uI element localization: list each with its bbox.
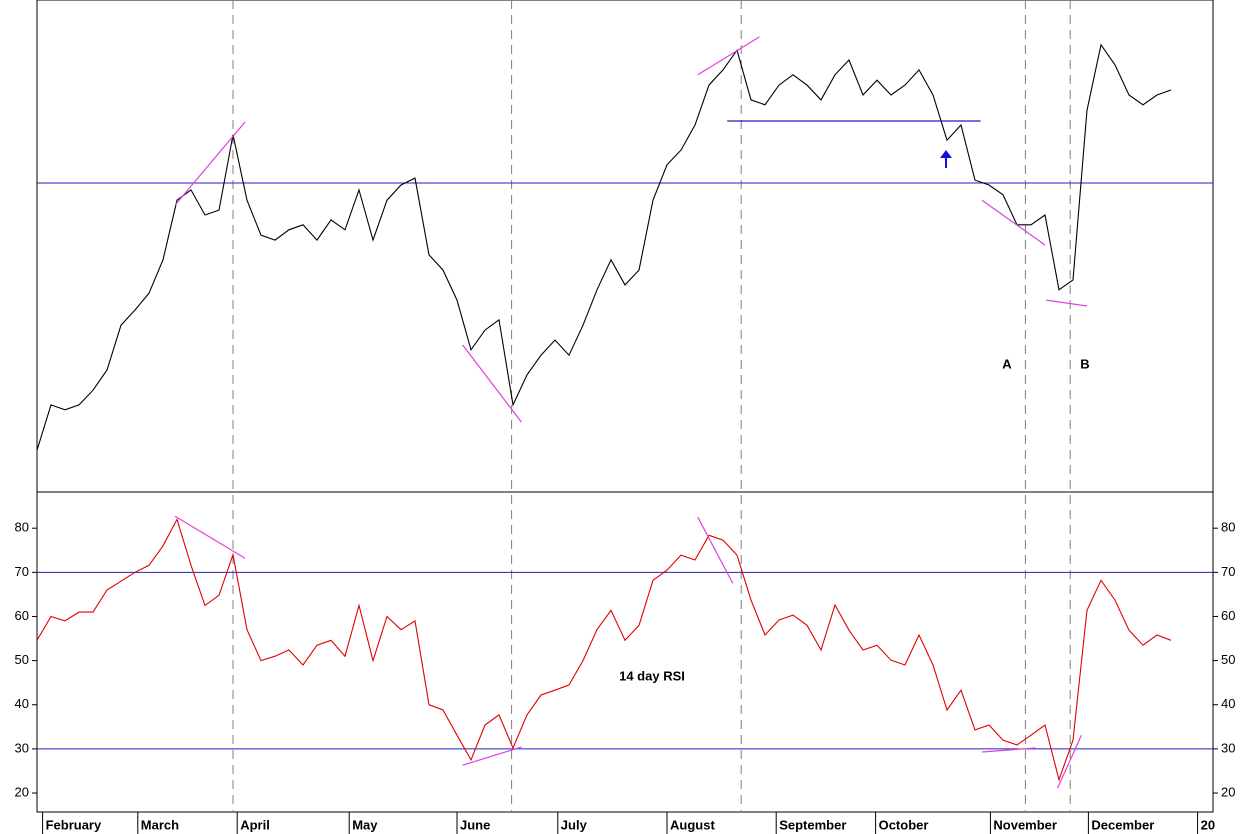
annotation: A — [1002, 356, 1012, 371]
trend-line — [1046, 299, 1088, 307]
y-tick-label: 70 — [15, 564, 29, 579]
trend-line — [462, 344, 522, 423]
x-tick-label: June — [460, 817, 490, 832]
x-tick-label: December — [1091, 817, 1154, 832]
y-tick-label: 40 — [15, 696, 29, 711]
x-tick-label: July — [561, 817, 588, 832]
panel-title: 14 day RSI — [619, 668, 685, 683]
trend-line — [981, 747, 1036, 753]
y-tick-label: 70 — [1221, 564, 1235, 579]
plot-frame — [36, 0, 1214, 813]
data-line — [36, 517, 1172, 782]
y-tick-label: 20 — [15, 784, 29, 799]
data-line — [36, 43, 1172, 451]
arrow — [940, 150, 952, 168]
trend-line — [697, 36, 760, 76]
trend-line — [174, 121, 246, 206]
trend-line — [1057, 734, 1082, 789]
x-tick-label: 20 — [1201, 817, 1215, 832]
x-tick-label: April — [240, 817, 270, 832]
x-tick-label: November — [993, 817, 1057, 832]
annotation: B — [1080, 356, 1089, 371]
y-tick-label: 80 — [1221, 520, 1235, 535]
y-tick-label: 60 — [15, 608, 29, 623]
y-tick-label: 80 — [15, 520, 29, 535]
x-tick-label: September — [779, 817, 846, 832]
y-tick-label: 50 — [15, 652, 29, 667]
x-tick-label: October — [879, 817, 929, 832]
x-tick-label: May — [352, 817, 378, 832]
trend-line — [981, 199, 1046, 246]
x-tick-label: March — [141, 817, 179, 832]
x-tick-label: February — [46, 817, 102, 832]
trend-line — [174, 515, 246, 559]
y-tick-label: 30 — [15, 740, 29, 755]
y-tick-label: 30 — [1221, 740, 1235, 755]
trend-line — [462, 746, 522, 766]
trend-line — [697, 516, 734, 584]
y-tick-label: 20 — [1221, 784, 1235, 799]
y-tick-label: 40 — [1221, 696, 1235, 711]
y-tick-label: 60 — [1221, 608, 1235, 623]
x-tick-label: August — [670, 817, 715, 832]
y-tick-label: 50 — [1221, 652, 1235, 667]
